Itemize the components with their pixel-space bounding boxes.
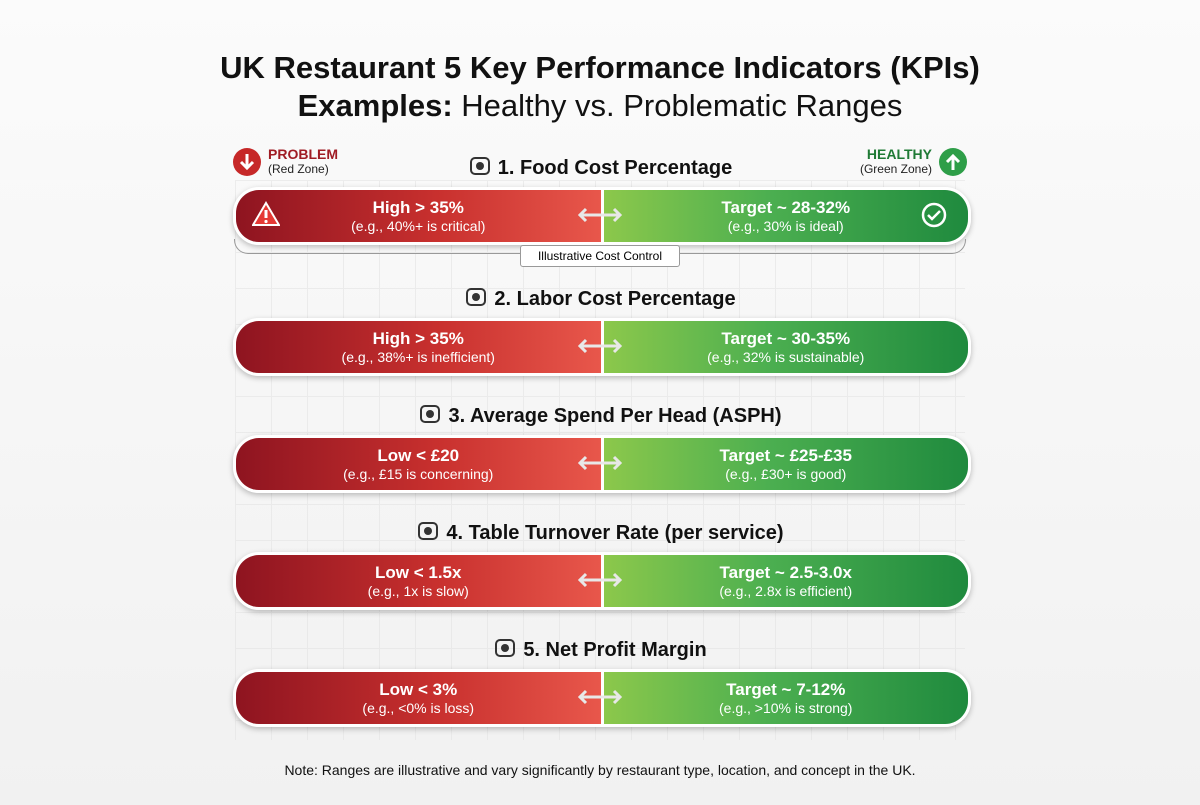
kpi-bar: High > 35% (e.g., 38%+ is inefficient) Tar… xyxy=(233,318,971,376)
legend-sub: (Green Zone) xyxy=(859,162,932,176)
healthy-zone: Target ~ 30-35% (e.g., 32% is sustainable… xyxy=(600,321,968,373)
warning-icon xyxy=(251,201,281,232)
double-arrow xyxy=(574,687,626,712)
kpi-title-text: 3. Average Spend Per Head (ASPH) xyxy=(448,405,782,427)
legend-problem: PROBLEM (Red Zone) xyxy=(268,146,338,176)
kpi-bar: Low < £20 (e.g., £15 is concerning) Target… xyxy=(233,435,971,493)
kpi-bar: High > 35% (e.g., 40%+ is critical) Target… xyxy=(233,187,971,245)
problem-example: (e.g., <0% is loss) xyxy=(362,700,475,716)
problem-zone: Low < £20 (e.g., £15 is concerning) xyxy=(236,438,601,490)
arrow xyxy=(577,455,623,471)
kpi-title-text: 2. Labor Cost Percentage xyxy=(494,288,736,310)
legend-label: HEALTHY xyxy=(866,146,932,162)
problem-example: (e.g., 38%+ is inefficient) xyxy=(341,349,495,365)
title-bold: Examples: xyxy=(297,88,453,123)
kpi-title-text: 1. Food Cost Percentage xyxy=(497,157,733,179)
kpi-title: 3. Average Spend Per Head (ASPH) xyxy=(0,403,1200,428)
double-arrow xyxy=(574,570,626,595)
problem-label: Low < £20 xyxy=(377,446,460,465)
legend-sub: (Red Zone) xyxy=(268,162,329,176)
healthy-example: (e.g., 32% is sustainable) xyxy=(707,349,865,365)
kpi-title: 4. Table Turnover Rate (per service) xyxy=(0,520,1200,545)
arrow xyxy=(577,689,623,705)
healthy-example: (e.g., £30+ is good) xyxy=(725,466,847,482)
warning xyxy=(251,201,281,226)
kpi-icon xyxy=(466,288,487,306)
legend-label: PROBLEM xyxy=(268,146,338,162)
healthy-label: Target ~ 2.5-3.0x xyxy=(719,563,852,582)
problem-zone: High > 35% (e.g., 38%+ is inefficient) xyxy=(236,321,601,373)
kpi-icon xyxy=(420,405,441,423)
healthy-label: Target ~ £25-£35 xyxy=(719,446,852,465)
healthy-example: (e.g., 2.8x is efficient) xyxy=(719,583,853,599)
arrow xyxy=(577,338,623,354)
title-rest: Healthy vs. Problematic Ranges xyxy=(461,88,903,123)
kpi-title: 1. Food Cost Percentage xyxy=(0,155,1200,180)
healthy-zone: Target ~ £25-£35 (e.g., £30+ is good) xyxy=(600,438,968,490)
problem-icon xyxy=(233,148,261,176)
kpi-icon xyxy=(469,157,490,175)
healthy-label: Target ~ 30-35% xyxy=(721,329,851,348)
healthy-zone: Target ~ 2.5-3.0x (e.g., 2.8x is efficien… xyxy=(600,555,968,607)
healthy-example: (e.g., >10% is strong) xyxy=(719,700,853,716)
healthy-icon xyxy=(939,148,967,176)
problem-zone: Low < 1.5x (e.g., 1x is slow) xyxy=(236,555,601,607)
healthy-example: (e.g., 30% is ideal) xyxy=(727,218,844,234)
kpi-title: 2. Labor Cost Percentage xyxy=(0,286,1200,311)
problem-zone: High > 35% (e.g., 40%+ is critical) xyxy=(236,190,601,242)
caption: Illustrative Cost Control xyxy=(520,245,680,267)
kpi-icon xyxy=(418,522,439,540)
problem-zone: Low < 3% (e.g., <0% is loss) xyxy=(236,672,601,724)
kpi-bar: Low < 1.5x (e.g., 1x is slow) Target ~ 2.5… xyxy=(233,552,971,610)
kpi-icon xyxy=(495,639,516,657)
healthy-label: Target ~ 7-12% xyxy=(726,680,846,699)
problem-example: (e.g., 40%+ is critical) xyxy=(351,218,486,234)
problem-example: (e.g., £15 is concerning) xyxy=(343,466,494,482)
problem-label: Low < 1.5x xyxy=(375,563,462,582)
kpi-bar: Low < 3% (e.g., <0% is loss) Target ~ 7-12… xyxy=(233,669,971,727)
check-icon xyxy=(920,201,948,234)
double-arrow xyxy=(574,205,626,230)
healthy-zone: Target ~ 7-12% (e.g., >10% is strong) xyxy=(600,672,968,724)
healthy-zone: Target ~ 28-32% (e.g., 30% is ideal) xyxy=(600,190,968,242)
legend-healthy: HEALTHY (Green Zone) xyxy=(860,146,932,176)
check xyxy=(921,202,947,228)
note: Note: Ranges are illustrative and vary s… xyxy=(284,762,916,778)
problem-label: High > 35% xyxy=(372,329,464,348)
kpi-title-text: 4. Table Turnover Rate (per service) xyxy=(446,522,784,544)
double-arrow xyxy=(574,336,626,361)
problem-label: High > 35% xyxy=(372,198,464,217)
kpi-title-text: 5. Net Profit Margin xyxy=(523,639,707,661)
problem-example: (e.g., 1x is slow) xyxy=(367,583,469,599)
title: UK Restaurant 5 Key Performance Indicato… xyxy=(220,50,980,85)
title-line2: Examples: Healthy vs. Problematic Ranges xyxy=(0,88,1200,124)
arrow xyxy=(577,207,623,223)
problem-label: Low < 3% xyxy=(379,680,458,699)
kpi-title: 5. Net Profit Margin xyxy=(0,637,1200,662)
double-arrow xyxy=(574,453,626,478)
arrow xyxy=(577,572,623,588)
healthy-label: Target ~ 28-32% xyxy=(721,198,851,217)
